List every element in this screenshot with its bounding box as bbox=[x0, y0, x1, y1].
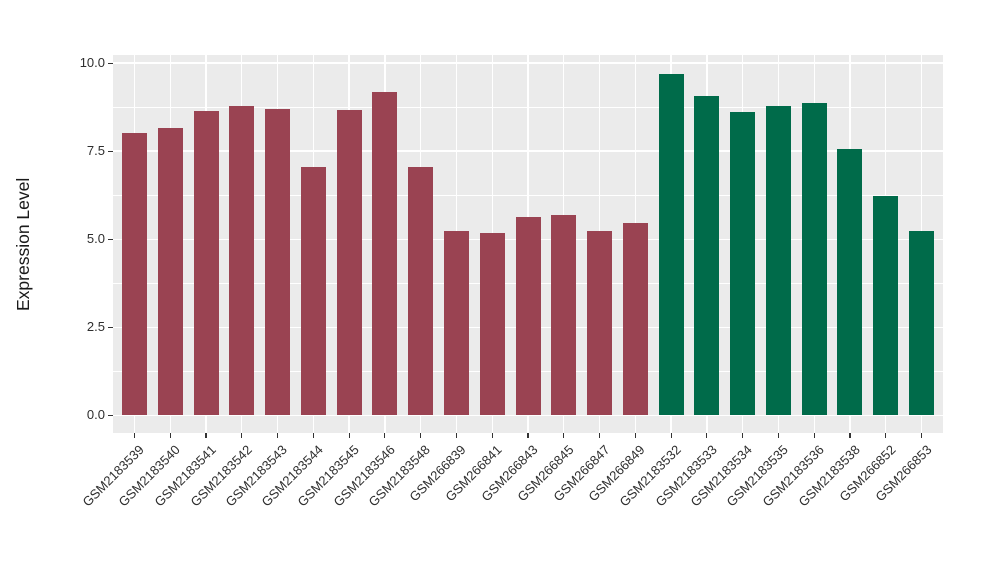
x-tick-mark bbox=[742, 432, 744, 438]
bar bbox=[443, 230, 469, 416]
y-gridline-major bbox=[113, 62, 943, 64]
bar bbox=[837, 149, 863, 416]
x-tick-mark bbox=[563, 432, 565, 438]
y-axis-title: Expression Level bbox=[13, 177, 33, 311]
bar bbox=[909, 231, 935, 416]
y-gridline-major bbox=[113, 414, 943, 417]
bar bbox=[157, 127, 183, 416]
bar bbox=[730, 111, 756, 416]
x-tick-mark bbox=[312, 432, 314, 438]
y-tick-mark bbox=[108, 150, 113, 152]
bar bbox=[801, 102, 827, 416]
bar bbox=[479, 232, 505, 416]
x-tick-mark bbox=[348, 432, 350, 438]
x-tick-mark bbox=[205, 432, 207, 438]
bar bbox=[658, 73, 684, 416]
y-tick-label: 5.0 bbox=[86, 231, 105, 247]
x-tick-mark bbox=[241, 432, 243, 438]
bar bbox=[336, 109, 362, 416]
bar bbox=[372, 92, 398, 416]
x-tick-mark bbox=[670, 432, 672, 438]
x-tick-mark bbox=[169, 432, 171, 438]
x-tick-mark bbox=[420, 432, 422, 438]
bar bbox=[229, 106, 255, 416]
bar bbox=[587, 230, 613, 416]
x-tick-mark bbox=[634, 432, 636, 438]
y-tick-mark bbox=[108, 238, 113, 240]
x-tick-mark bbox=[777, 432, 779, 438]
x-tick-mark bbox=[455, 432, 457, 438]
x-tick-mark bbox=[527, 432, 529, 438]
bar bbox=[551, 215, 577, 416]
bar bbox=[300, 167, 326, 416]
y-gridline-major bbox=[113, 150, 943, 152]
x-tick-label: GSM2183539 bbox=[79, 441, 148, 509]
bar bbox=[265, 108, 291, 416]
bar bbox=[873, 196, 899, 416]
x-tick-mark bbox=[133, 432, 135, 438]
x-tick-mark bbox=[885, 432, 887, 438]
x-tick-mark bbox=[277, 432, 279, 438]
bar bbox=[121, 132, 147, 416]
bar bbox=[622, 223, 648, 416]
bar bbox=[694, 95, 720, 416]
x-tick-mark bbox=[849, 432, 851, 438]
y-gridline-minor bbox=[113, 106, 943, 108]
bar bbox=[515, 217, 541, 416]
y-tick-mark bbox=[108, 326, 113, 328]
x-tick-mark bbox=[491, 432, 493, 438]
y-tick-label: 7.5 bbox=[86, 143, 105, 159]
bar bbox=[408, 167, 434, 416]
x-tick-mark bbox=[706, 432, 708, 438]
bar bbox=[193, 110, 219, 416]
bar bbox=[765, 106, 791, 416]
y-tick-label: 0.0 bbox=[86, 407, 105, 423]
y-tick-mark bbox=[108, 414, 113, 416]
y-tick-mark bbox=[108, 62, 113, 64]
x-tick-mark bbox=[384, 432, 386, 438]
x-tick-mark bbox=[599, 432, 601, 438]
y-gridline-minor bbox=[113, 194, 943, 196]
x-tick-mark bbox=[813, 432, 815, 438]
x-tick-mark bbox=[920, 432, 923, 438]
y-tick-label: 2.5 bbox=[86, 319, 105, 335]
y-tick-label: 10.0 bbox=[79, 55, 105, 71]
